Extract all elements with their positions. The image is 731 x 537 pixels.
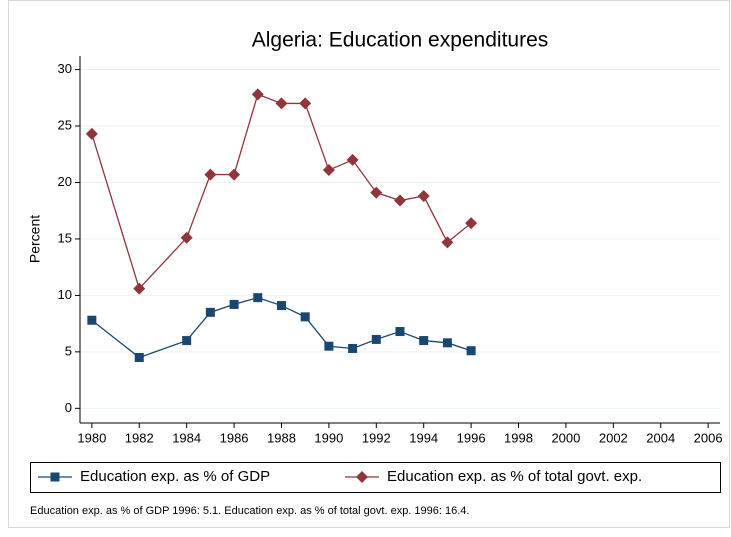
note: Education exp. as % of GDP 1996: 5.1. Ed…: [30, 505, 469, 517]
marker: [371, 334, 381, 344]
y-axis-label: Percent: [27, 215, 43, 263]
marker: [251, 88, 264, 101]
x-tick-label: 2000: [551, 430, 580, 445]
x-tick-label: 1998: [504, 430, 533, 445]
marker: [394, 194, 406, 207]
legend-marker: [356, 471, 368, 483]
marker: [300, 312, 310, 322]
legend-box: [30, 462, 721, 493]
y-tick-label: 30: [58, 61, 72, 76]
marker: [419, 336, 429, 346]
legend-marker: [50, 472, 60, 482]
marker: [417, 190, 430, 203]
x-tick-label: 1996: [457, 430, 486, 445]
marker: [346, 153, 359, 166]
marker: [275, 97, 288, 110]
marker: [299, 97, 312, 110]
marker: [228, 168, 241, 181]
x-tick-label: 2006: [694, 430, 723, 445]
marker: [133, 282, 146, 295]
y-tick-label: 25: [58, 117, 72, 132]
marker: [87, 315, 97, 325]
x-tick-label: 1982: [125, 430, 154, 445]
marker: [395, 327, 405, 337]
x-tick-label: 2004: [646, 430, 675, 445]
plot-area: [80, 56, 720, 423]
marker: [276, 301, 286, 311]
x-tick-label: 1986: [220, 430, 249, 445]
marker: [253, 293, 263, 303]
y-tick-label: 0: [65, 400, 72, 415]
marker: [441, 236, 454, 249]
x-tick-label: 1988: [267, 430, 296, 445]
chart-title: Algeria: Education expenditures: [252, 29, 549, 52]
marker: [204, 168, 217, 181]
x-tick-label: 1990: [314, 430, 343, 445]
marker: [85, 127, 98, 140]
marker: [134, 353, 144, 363]
x-tick-label: 1980: [77, 430, 106, 445]
marker: [466, 346, 476, 356]
marker: [205, 307, 215, 317]
x-tick-label: 1984: [172, 430, 201, 445]
marker: [370, 186, 383, 199]
marker: [180, 231, 193, 244]
marker: [465, 217, 478, 230]
x-tick-label: 1994: [409, 430, 438, 445]
marker: [348, 343, 358, 353]
y-tick-label: 20: [58, 174, 72, 189]
marker: [182, 336, 192, 346]
legend-label: Education exp. as % of total govt. exp.: [387, 468, 642, 485]
marker: [442, 338, 452, 348]
marker: [322, 164, 335, 177]
y-tick-label: 10: [58, 287, 72, 302]
y-tick-label: 15: [58, 230, 72, 245]
y-tick-label: 5: [65, 343, 72, 358]
marker: [324, 341, 334, 351]
x-tick-label: 1992: [362, 430, 391, 445]
x-tick-label: 2002: [599, 430, 628, 445]
legend-label: Education exp. as % of GDP: [80, 468, 270, 485]
marker: [229, 299, 239, 309]
